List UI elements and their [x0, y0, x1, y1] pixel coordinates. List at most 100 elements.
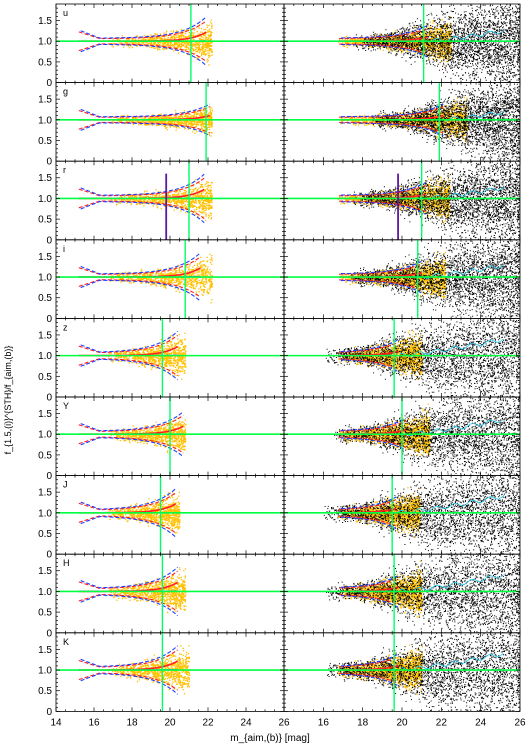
- percentile-curve: [78, 436, 184, 454]
- y-tick-label: 1.0: [38, 115, 52, 126]
- y-tick-label: 0.5: [38, 608, 52, 619]
- bright-point-cloud: [109, 417, 187, 454]
- y-tick-label: 0: [46, 393, 52, 404]
- panel-g-left: 0 0.5 1.0 1.5 g: [38, 82, 285, 168]
- percentile-curve: [339, 279, 422, 291]
- percentile-curve: [339, 43, 428, 56]
- panel-row-Y: 0 0.5 1.0 1.5 Y: [38, 396, 521, 482]
- faint-point-cloud: [333, 397, 520, 476]
- panel-u-left: 0 0.5 1.0 1.5 u: [38, 3, 285, 89]
- panel-content: [56, 397, 284, 476]
- y-tick-label: 0.5: [38, 450, 52, 461]
- y-tick-label: 0: [46, 314, 52, 325]
- percentile-curve: [339, 577, 399, 589]
- y-tick-label: 0: [46, 235, 52, 246]
- percentile-curve: [80, 594, 178, 617]
- panel-row-r: 0 0.5 1.0 1.5 r: [38, 160, 521, 246]
- percentile-curve: [78, 177, 205, 197]
- percentile-curve: [78, 121, 211, 134]
- percentile-curve: [339, 341, 399, 353]
- percentile-curve: [340, 575, 399, 588]
- y-tick-label: 1.0: [38, 666, 52, 677]
- y-tick-label: 1.5: [38, 330, 52, 341]
- y-tick-label: 0: [46, 157, 52, 168]
- faint-point-cloud: [325, 554, 520, 633]
- x-tick-label: 24: [475, 717, 487, 728]
- percentile-curve: [340, 653, 399, 667]
- percentile-curve: [78, 492, 177, 511]
- x-tick-label: 22: [436, 717, 448, 728]
- band-label: H: [63, 558, 70, 568]
- percentile-curve: [78, 200, 205, 220]
- percentile-curve: [340, 359, 399, 372]
- percentile-curve: [78, 279, 201, 298]
- bright-point-cloud: [109, 106, 214, 137]
- bright-point-cloud: [339, 403, 431, 456]
- panel-row-u: 0 0.5 1.0 1.5 u: [38, 3, 521, 89]
- panel-content: [284, 82, 520, 162]
- percentile-curve: [339, 184, 426, 197]
- panel-content: [284, 554, 520, 633]
- panel-row-H: 0 0.5 1.0 1.5 H: [38, 553, 521, 639]
- cyan-curve: [423, 264, 504, 279]
- panel-K-right: [283, 632, 521, 712]
- percentile-curve: [80, 411, 184, 432]
- x-tick-label: 26: [514, 717, 526, 728]
- percentile-curve: [339, 358, 399, 370]
- y-tick-label: 0.5: [38, 215, 52, 226]
- panel-r-left: 0 0.5 1.0 1.5 r: [38, 160, 285, 246]
- y-tick-label: 1.5: [38, 95, 52, 106]
- y-tick-label: 1.5: [38, 566, 52, 577]
- panel-ticks: [55, 161, 285, 241]
- percentile-curve: [80, 16, 207, 39]
- x-axis-label: m_{aim,(b)} [mag]: [230, 733, 310, 744]
- percentile-curve: [339, 263, 422, 275]
- y-tick-label: 1.0: [38, 351, 52, 362]
- y-tick-label: 1.5: [38, 488, 52, 499]
- panel-grid: 0 0.5 1.0 1.5 u 0 0.5 1.0 1.5 g 0 0.5 1.0 1.5 r 0 0.5 1.0…: [38, 3, 521, 718]
- percentile-curve: [80, 358, 178, 381]
- panel-J-right: [283, 475, 521, 555]
- y-tick-label: 0.5: [38, 293, 52, 304]
- panel-ticks: [283, 632, 521, 712]
- percentile-curve: [78, 334, 178, 354]
- percentile-curve: [339, 594, 399, 606]
- panel-content: [56, 4, 284, 83]
- y-tick-label: 1.5: [38, 16, 52, 27]
- faint-point-cloud: [349, 239, 520, 319]
- percentile-curve: [339, 27, 428, 40]
- bright-points: [340, 251, 447, 299]
- y-tick-label: 1.0: [38, 273, 52, 284]
- panel-ticks: [283, 318, 521, 398]
- bright-points: [109, 417, 187, 454]
- bright-points: [109, 253, 214, 304]
- panel-z-right: [283, 317, 521, 398]
- cyan-curve: [407, 419, 503, 437]
- panel-row-J: 0 0.5 1.0 1.5 J: [38, 475, 521, 561]
- y-tick-label: 0.5: [38, 372, 52, 383]
- percentile-curve: [339, 420, 407, 432]
- bright-points: [109, 106, 214, 137]
- band-label: K: [63, 637, 69, 647]
- percentile-curve: [80, 201, 205, 224]
- panel-content: [284, 318, 520, 397]
- percentile-curve: [78, 649, 178, 668]
- panel-row-z: 0 0.5 1.0 1.5 z: [38, 317, 521, 404]
- bright-point-cloud: [108, 19, 213, 66]
- panel-content: [284, 475, 520, 555]
- y-tick-label: 0.5: [38, 57, 52, 68]
- y-axis-label: f_{1.5,(i)}^{STH}/f_{aim,(b)}: [3, 346, 13, 455]
- percentile-curve: [341, 103, 444, 118]
- faint-point-cloud: [323, 475, 520, 555]
- faint-point-cloud: [355, 4, 520, 83]
- x-tick-label: 18: [126, 717, 138, 728]
- percentile-curve: [78, 593, 178, 613]
- y-tick-label: 0: [46, 628, 52, 639]
- percentile-curve: [339, 121, 444, 134]
- y-tick-label: 0.5: [38, 529, 52, 540]
- y-tick-label: 1.0: [38, 430, 52, 441]
- panel-H-right: [283, 553, 521, 634]
- y-tick-label: 0.5: [38, 136, 52, 147]
- panel-content: [284, 632, 520, 712]
